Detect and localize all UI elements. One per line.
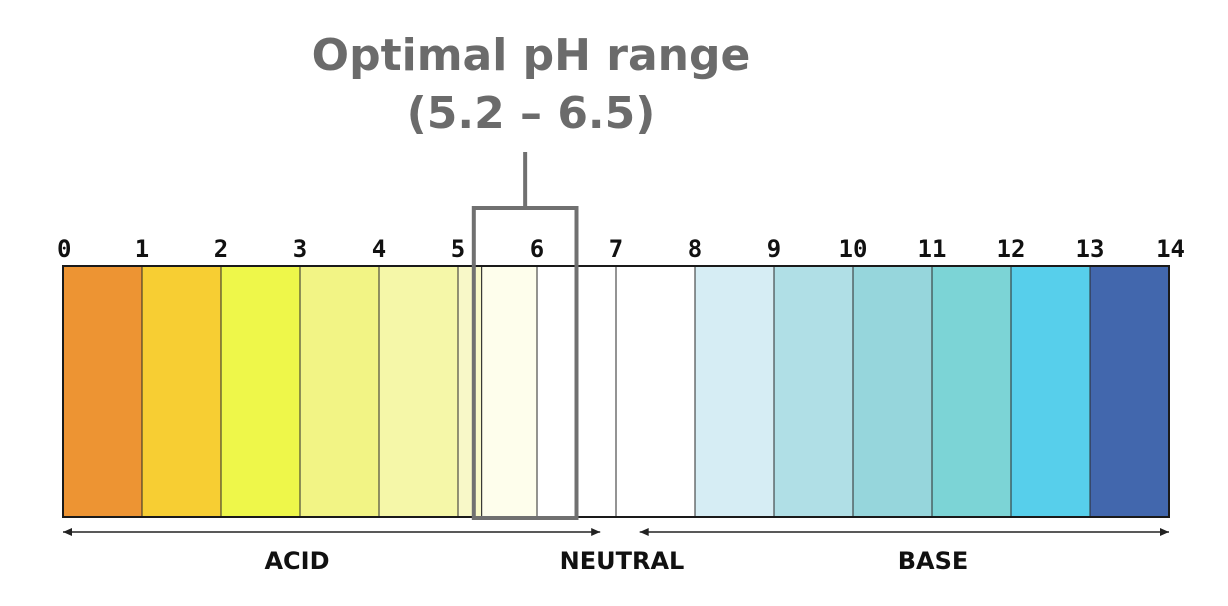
tick-label-4: 4 [372,235,386,263]
ph-segment-12 [931,265,1012,518]
ph-segment-2 [220,265,301,518]
tick-label-5: 5 [451,235,465,263]
base-arrow-head-left [639,528,649,536]
tick-label-7: 7 [609,235,623,263]
acid-label: ACID [264,547,329,575]
tick-label-3: 3 [293,235,307,263]
tick-label-2: 2 [214,235,228,263]
ph-segment-6 [481,265,538,518]
zone-arrows [63,528,1169,536]
title-line-1: Optimal pH range [312,30,751,81]
optimal-range-marker [471,152,579,520]
tick-label-13: 13 [1076,235,1105,263]
ph-segment-14 [1089,265,1170,518]
ph-segment-5 [457,265,483,518]
ph-tick-labels: 0 1 2 3 4 5 6 7 8 9 10 11 12 13 14 [57,235,1185,263]
tick-label-10: 10 [839,235,868,263]
tick-label-9: 9 [767,235,781,263]
title-line-2: (5.2 – 6.5) [407,88,656,139]
tick-label-14: 14 [1156,235,1185,263]
tick-label-0: 0 [57,235,71,263]
base-label: BASE [898,547,969,575]
base-arrow-head-right [1160,528,1169,536]
neutral-label: NEUTRAL [560,547,685,575]
acid-arrow-head-left [63,528,72,536]
tick-label-12: 12 [997,235,1026,263]
ph-segment-13 [1010,265,1091,518]
ph-segment-1 [141,265,222,518]
ph-segment-4 [378,265,459,518]
tick-label-8: 8 [688,235,702,263]
ph-segment-9 [694,265,775,518]
ph-segment-3 [299,265,380,518]
ph-segment-0 [62,265,143,518]
ph-segment-10 [773,265,854,518]
tick-label-6: 6 [530,235,544,263]
ph-segment-11 [852,265,933,518]
tick-label-1: 1 [135,235,149,263]
ph-segment-8 [615,265,696,518]
scale-outline [62,265,1170,518]
acid-arrow-head-right [591,528,601,536]
ph-color-segments [62,265,1170,518]
tick-label-11: 11 [918,235,947,263]
